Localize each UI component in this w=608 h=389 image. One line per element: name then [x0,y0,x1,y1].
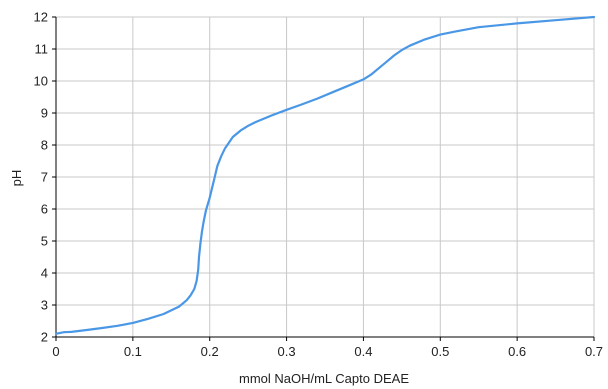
y-tick-label: 9 [41,106,48,121]
y-tick-label: 6 [41,202,48,217]
y-tick-label: 7 [41,170,48,185]
x-tick-labels: 0 0.1 0.2 0.3 0.4 0.5 0.6 0.7 [52,344,603,359]
titration-curve-line [54,15,596,335]
axes [52,16,595,341]
x-tick-label: 0.7 [585,344,603,359]
grid-lines [56,16,595,337]
x-tick-label: 0.6 [508,344,526,359]
x-tick-label: 0.3 [278,344,296,359]
x-tick-label: 0 [52,344,59,359]
y-tick-label: 10 [34,74,48,89]
x-axis-title: mmol NaOH/mL Capto DEAE [239,371,409,386]
y-tick-label: 2 [41,330,48,345]
y-tick-labels: 2 3 4 5 6 7 8 9 10 11 12 [34,10,48,345]
y-tick-label: 3 [41,298,48,313]
y-tick-label: 4 [41,266,48,281]
y-tick-label: 8 [41,138,48,153]
x-tick-label: 0.5 [431,344,449,359]
x-tick-label: 0.2 [201,344,219,359]
x-tick-label: 0.1 [124,344,142,359]
y-tick-label: 5 [41,234,48,249]
y-tick-label: 11 [35,42,49,57]
y-tick-label: 12 [34,10,48,25]
y-axis-title: pH [9,170,24,187]
series-layer [54,15,596,335]
x-tick-label: 0.4 [354,344,372,359]
